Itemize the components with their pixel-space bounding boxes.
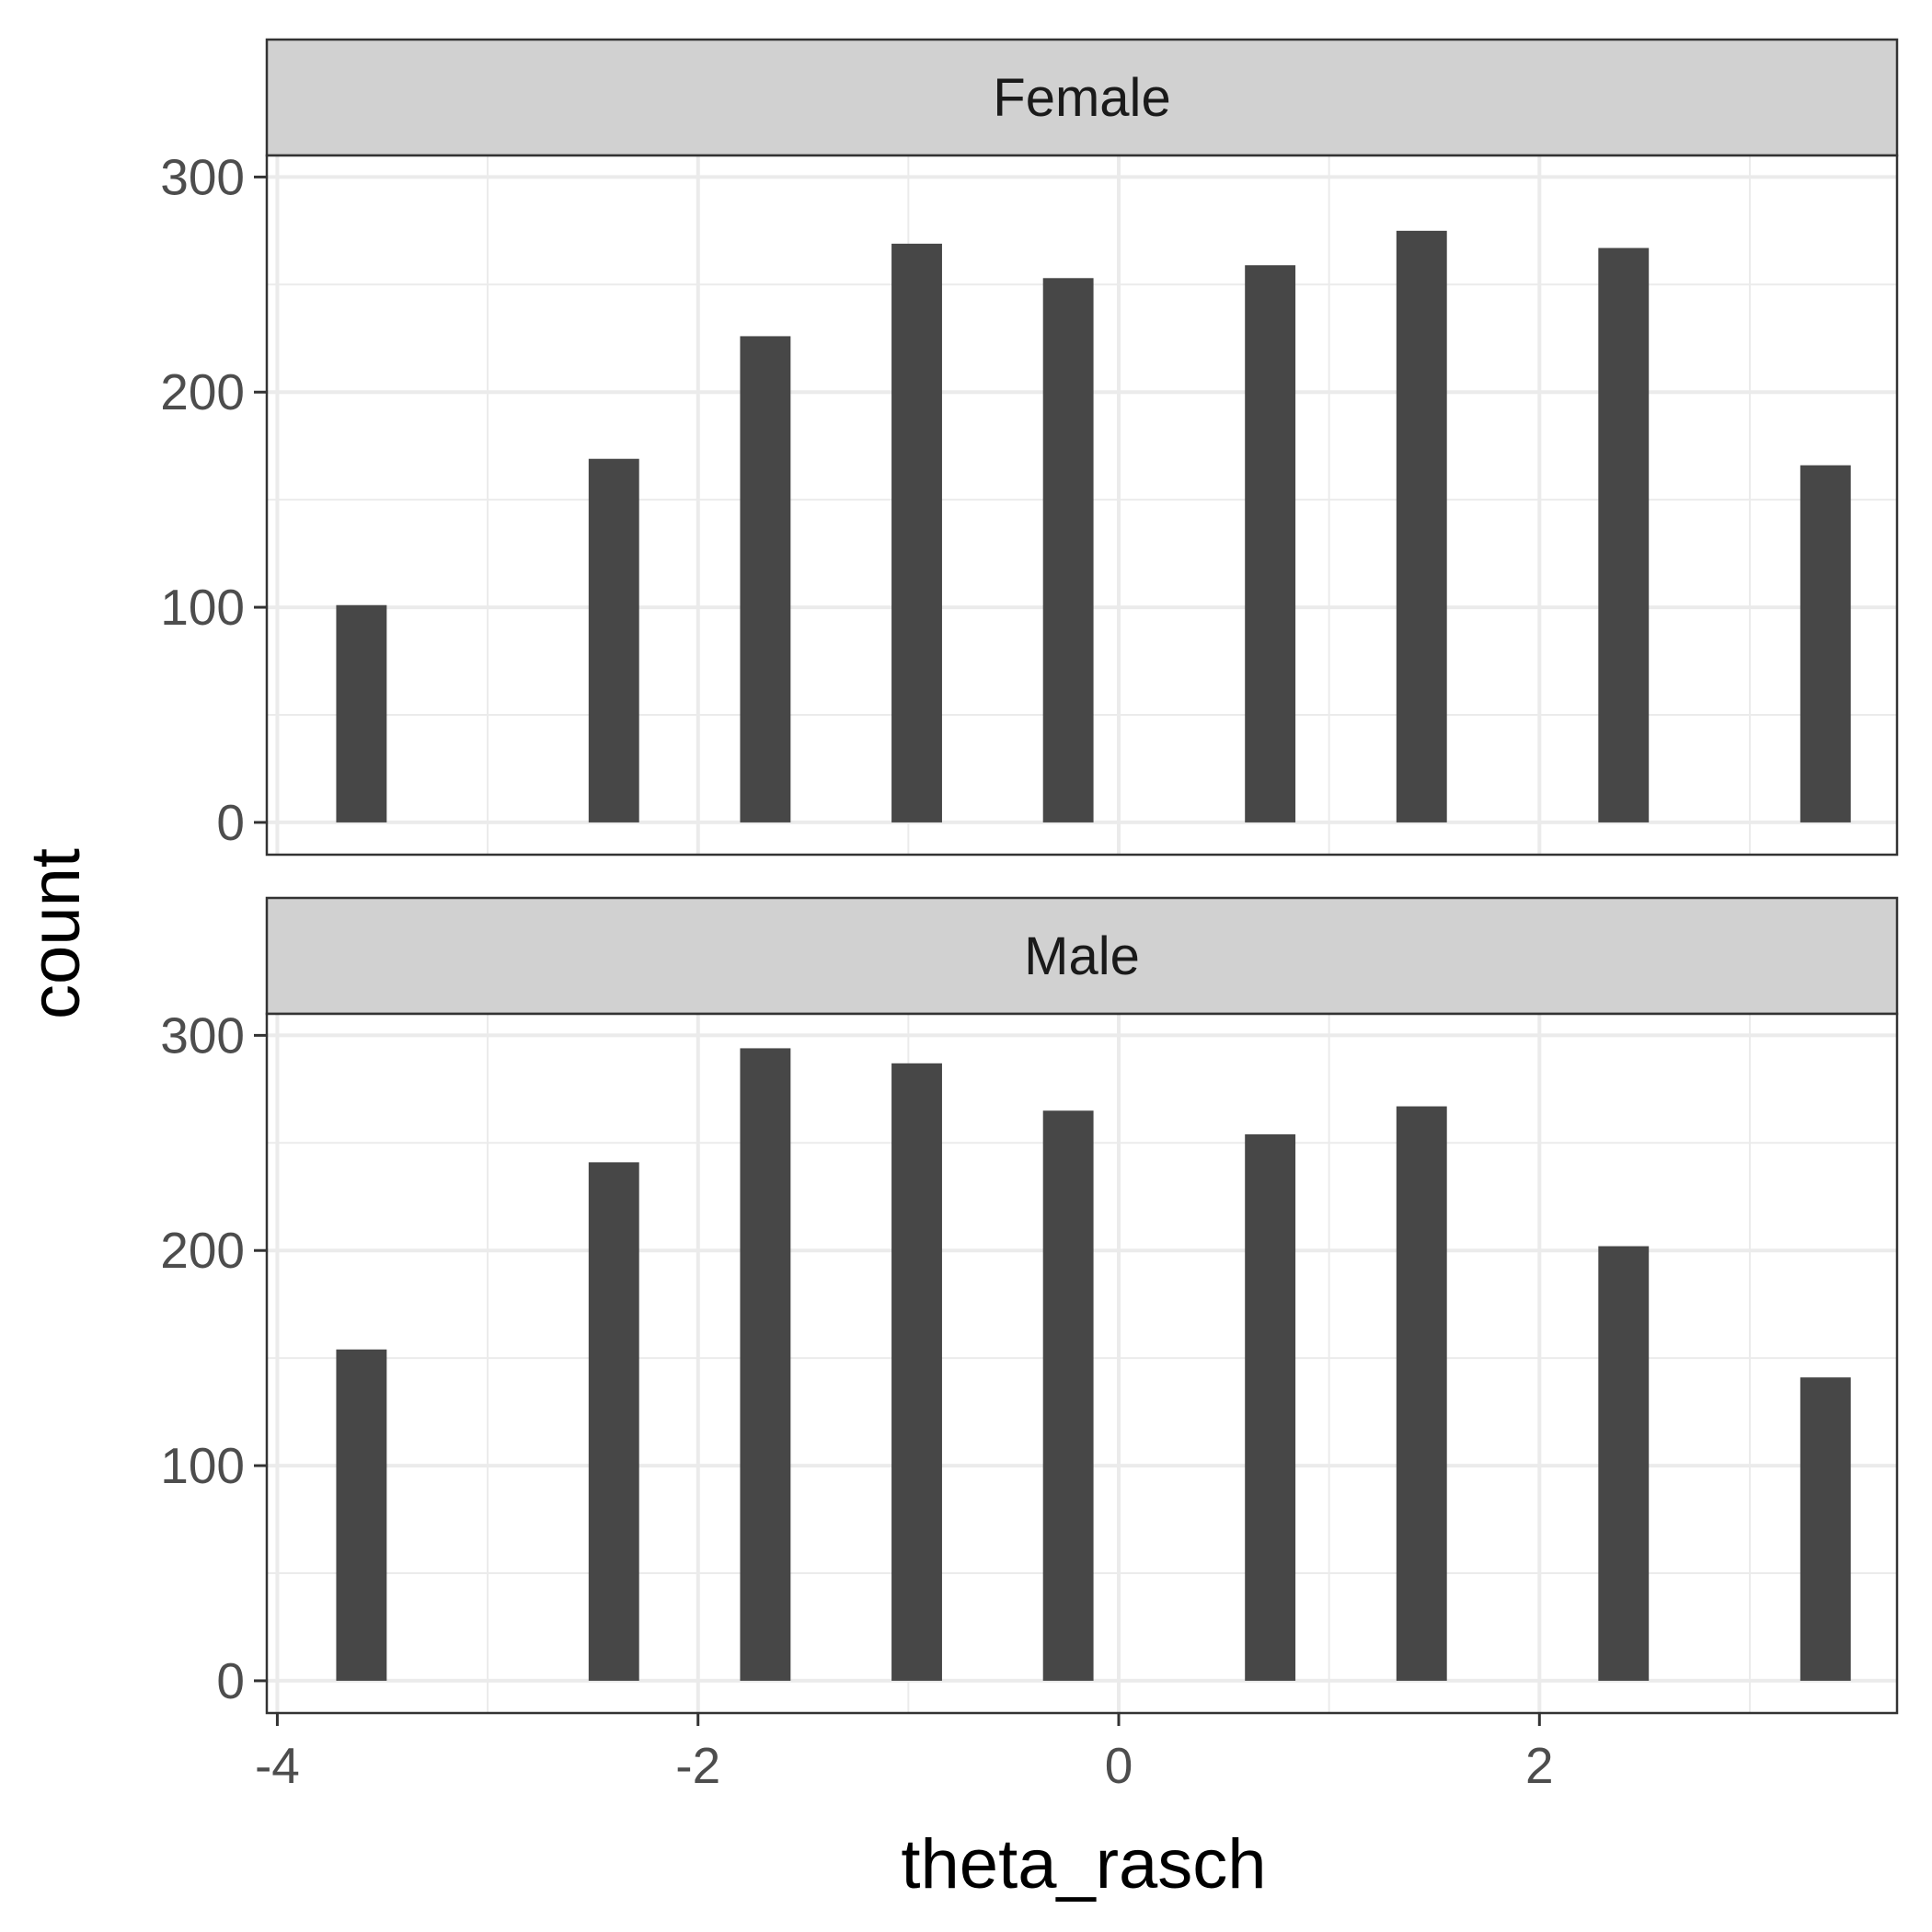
y-tick-label: 0 — [216, 1652, 245, 1709]
x-axis: -4 -2 0 2 — [255, 1713, 1554, 1794]
histogram-bar — [336, 1349, 387, 1681]
y-tick-label: 200 — [160, 1222, 245, 1279]
facet-panel-male: Male 0 100 200 300 — [160, 896, 1899, 1715]
histogram-bar — [891, 1063, 942, 1681]
facet-strip-label: Male — [1024, 926, 1140, 986]
histogram-bar — [588, 458, 639, 822]
y-tick-label: 300 — [160, 1006, 245, 1064]
x-axis-title: theta_rasch — [901, 1825, 1266, 1903]
y-axis-title: count — [17, 848, 95, 1019]
y-tick-label: 100 — [160, 579, 245, 636]
histogram-bar — [1800, 465, 1851, 822]
histogram-bar — [1396, 1106, 1447, 1681]
facet-panel-female: Female 0 100 200 300 — [160, 38, 1899, 857]
histogram-bar — [891, 243, 942, 822]
histogram-bar — [740, 1048, 791, 1681]
histogram-bar — [740, 336, 791, 822]
panel-border — [265, 1012, 1899, 1715]
histogram-bar — [1598, 247, 1650, 822]
x-tick-label: -4 — [255, 1737, 300, 1794]
histogram-bar — [1245, 265, 1296, 822]
y-tick-label: 100 — [160, 1437, 245, 1494]
x-tick-label: -2 — [675, 1737, 720, 1794]
histogram-bar — [336, 604, 387, 822]
histogram-bar — [1598, 1246, 1650, 1681]
facet-panels: Female 0 100 200 300 Male 0 100 200 300 — [160, 38, 1899, 1715]
facet-strip — [265, 38, 1899, 157]
histogram-bar — [1245, 1133, 1296, 1681]
y-tick-label: 300 — [160, 148, 245, 205]
y-tick-label: 200 — [160, 363, 245, 420]
panel-border — [265, 154, 1899, 857]
x-tick-label: 2 — [1525, 1737, 1554, 1794]
y-tick-label: 0 — [216, 794, 245, 851]
histogram-bar — [1042, 1110, 1094, 1681]
histogram-bar — [588, 1162, 639, 1681]
facet-strip-label: Female — [993, 68, 1170, 128]
x-tick-label: 0 — [1105, 1737, 1133, 1794]
histogram-bar — [1396, 230, 1447, 822]
histogram-bar — [1042, 278, 1094, 822]
histogram-bar — [1800, 1377, 1851, 1681]
